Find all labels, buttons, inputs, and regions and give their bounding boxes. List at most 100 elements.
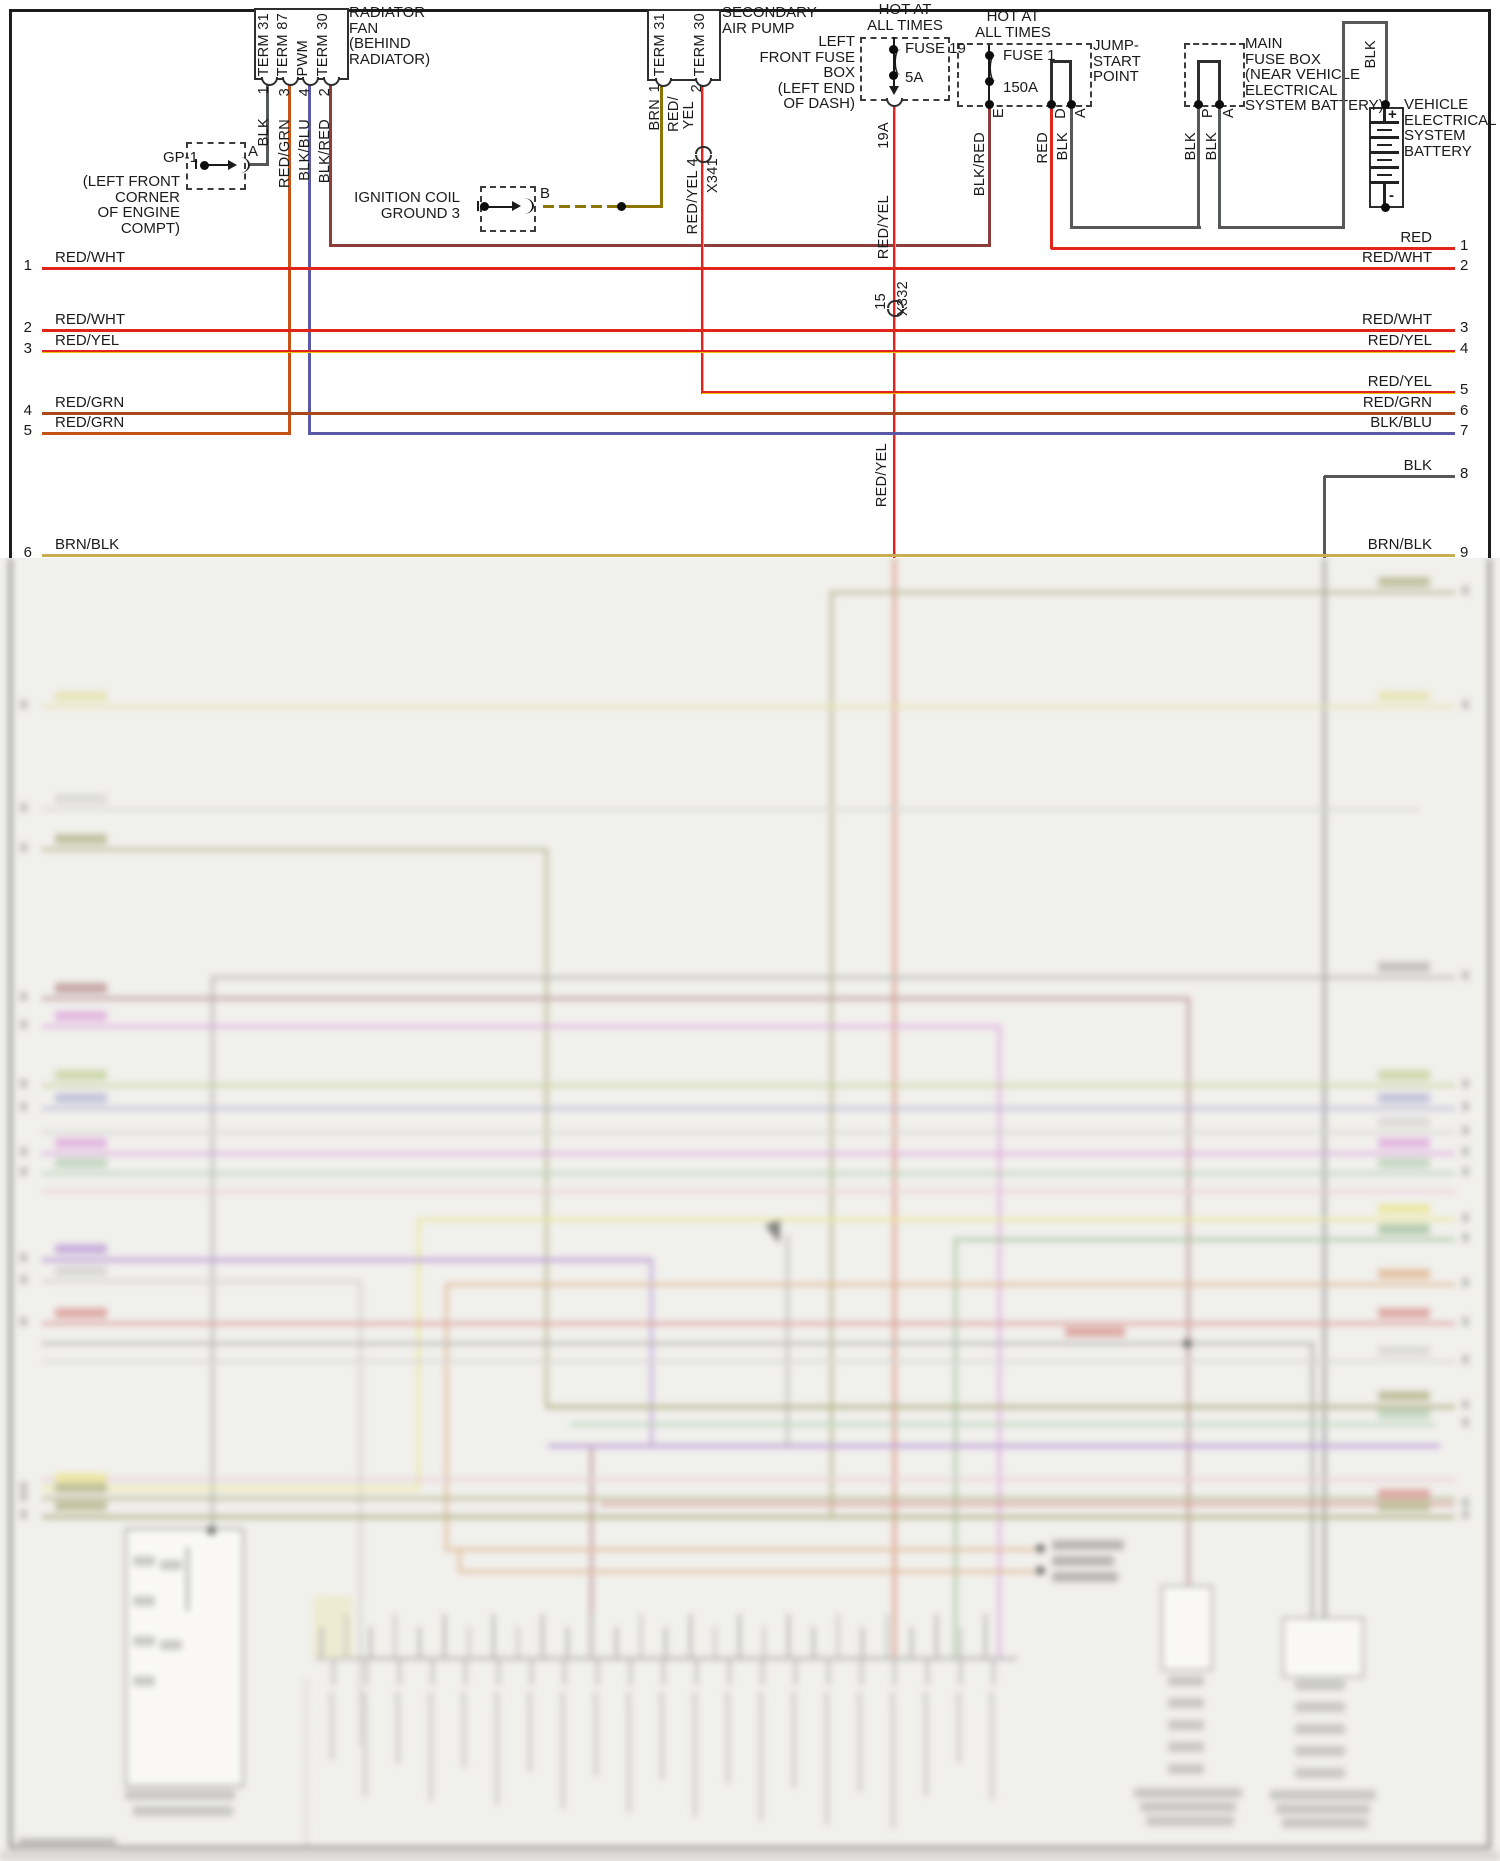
battery-plate	[1370, 136, 1399, 139]
blurred-label-blob	[55, 1244, 107, 1254]
blurred-wire	[445, 1283, 448, 1549]
blurred-wire	[443, 1614, 446, 1657]
fuse1-amps: 150A	[1003, 79, 1039, 96]
redyel-wire-label-a: RED/	[666, 96, 682, 132]
blurred-wire	[369, 1627, 372, 1657]
blurred-wire	[858, 1700, 862, 1792]
blurred-wire	[830, 591, 833, 1520]
row-left-label: RED/GRN	[55, 413, 125, 431]
blurred-wire	[812, 1627, 815, 1657]
battery-stub	[1383, 105, 1386, 121]
jump-d-dot	[1046, 99, 1056, 109]
blurred-wire	[541, 1614, 544, 1657]
blurred-label-blob	[1052, 1540, 1124, 1550]
blurred-label-blob	[18, 1838, 116, 1848]
blurred-wire	[860, 1658, 863, 1685]
blurred-wire	[1462, 1147, 1469, 1156]
row-left-number: 5	[23, 421, 32, 439]
left-fuse-box-dashed-box	[860, 37, 950, 101]
battery-plate	[1377, 173, 1392, 176]
brn-junction-dot	[616, 201, 626, 211]
blurred-wire	[20, 1167, 27, 1176]
blurred-wire	[211, 976, 214, 1529]
row-right-number: 8	[1460, 464, 1469, 482]
radfan-pwm-label: PWM	[295, 40, 311, 77]
radfan-pin4: 4	[297, 88, 313, 97]
secondary-air-pump-label: SECONDARY AIR PUMP	[722, 4, 817, 37]
blurred-label-blob	[1378, 1501, 1430, 1511]
battery-plus-dot	[1380, 99, 1390, 109]
red-wire-jumpstart	[1050, 104, 1053, 249]
radfan-term31-label: TERM 31	[256, 13, 272, 77]
fuse19-arrowhead	[889, 86, 899, 95]
row-left-number: 1	[23, 256, 32, 274]
blurred-wire	[445, 1548, 1041, 1551]
blurred-label-blob	[1378, 1117, 1430, 1127]
airpump-bump-1	[655, 78, 672, 87]
blurred-wire	[396, 1700, 400, 1764]
blurred-label-blob	[1295, 1702, 1345, 1712]
battery-plate	[1370, 151, 1399, 154]
main-blk-wire-label-a: BLK	[1204, 132, 1220, 161]
blurred-wire	[1462, 1233, 1469, 1242]
blurred-wire	[462, 1700, 466, 1768]
blurred-wire	[418, 1627, 421, 1657]
blurred-wire	[825, 1700, 829, 1825]
fuse1-pin-e: E	[991, 108, 1007, 118]
blurred-wire	[762, 1627, 766, 1657]
blurred-label-blob	[55, 1473, 107, 1483]
blurred-wire	[1462, 971, 1469, 980]
blurred-connector-rail	[315, 1657, 1017, 1660]
blurred-wire	[794, 1658, 797, 1685]
blurred-wire	[42, 1280, 360, 1283]
blurred-wire	[398, 1658, 401, 1685]
blurred-wire	[20, 843, 27, 852]
circuit-row-wire	[1324, 474, 1455, 478]
blurred-wire	[546, 1405, 1455, 1409]
blurred-label-blob	[55, 983, 107, 993]
blurred-wire	[497, 1658, 500, 1685]
blurred-wire	[1462, 1102, 1469, 1111]
brn-dashed-segment	[575, 205, 586, 208]
fuse1-dot-bottom	[984, 76, 994, 86]
blurred-wire	[650, 1258, 653, 1446]
row-left-label: RED/WHT	[55, 310, 125, 328]
blurred-wire	[458, 1549, 461, 1572]
blurred-label-blob	[133, 1636, 155, 1646]
blurred-wire	[42, 705, 1455, 708]
blk-row8-drop	[1323, 476, 1326, 558]
blurred-label-blob	[133, 1556, 155, 1566]
blurred-label-blob	[1134, 1788, 1242, 1798]
jump-blk-wire-label: BLK	[1055, 132, 1071, 161]
blurred-wire	[786, 1235, 789, 1446]
blurred-wire	[957, 1700, 961, 1763]
blurred-wire	[495, 1700, 499, 1805]
blurred-content	[0, 558, 1500, 1861]
blurred-label-blob	[1378, 691, 1430, 701]
blurred-label-blob	[1295, 1746, 1345, 1756]
main-blk-wire-label-p: BLK	[1183, 132, 1199, 161]
blurred-label-blob	[160, 1640, 182, 1650]
border-left-blur	[9, 558, 12, 1848]
blurred-wire	[1462, 1167, 1469, 1176]
gp1-tick	[195, 159, 197, 169]
blurred-wire	[1462, 1317, 1469, 1326]
gp1-pin-label: A	[248, 143, 259, 160]
battery-plate	[1377, 128, 1392, 131]
blurred-wire	[1462, 1079, 1469, 1088]
blurred-wire	[20, 1317, 27, 1326]
blurred-wire	[1462, 700, 1469, 709]
blurred-wire	[359, 1280, 362, 1746]
mainfuse-bracket-top	[1197, 60, 1220, 63]
blurred-label-blob	[55, 1093, 107, 1103]
blurred-wire	[332, 1658, 335, 1685]
blurred-label-blob	[1168, 1676, 1204, 1686]
blurred-label-blob	[329, 1692, 334, 1702]
gp1-arrow-shaft	[208, 163, 234, 166]
blurred-right-component-box	[1282, 1617, 1364, 1678]
blurred-wire	[1462, 586, 1469, 595]
blurred-wire	[1462, 1510, 1469, 1519]
blurred-label-blob	[560, 1692, 565, 1702]
blurred-label-blob	[55, 1011, 107, 1021]
blurred-wire	[330, 1700, 334, 1760]
